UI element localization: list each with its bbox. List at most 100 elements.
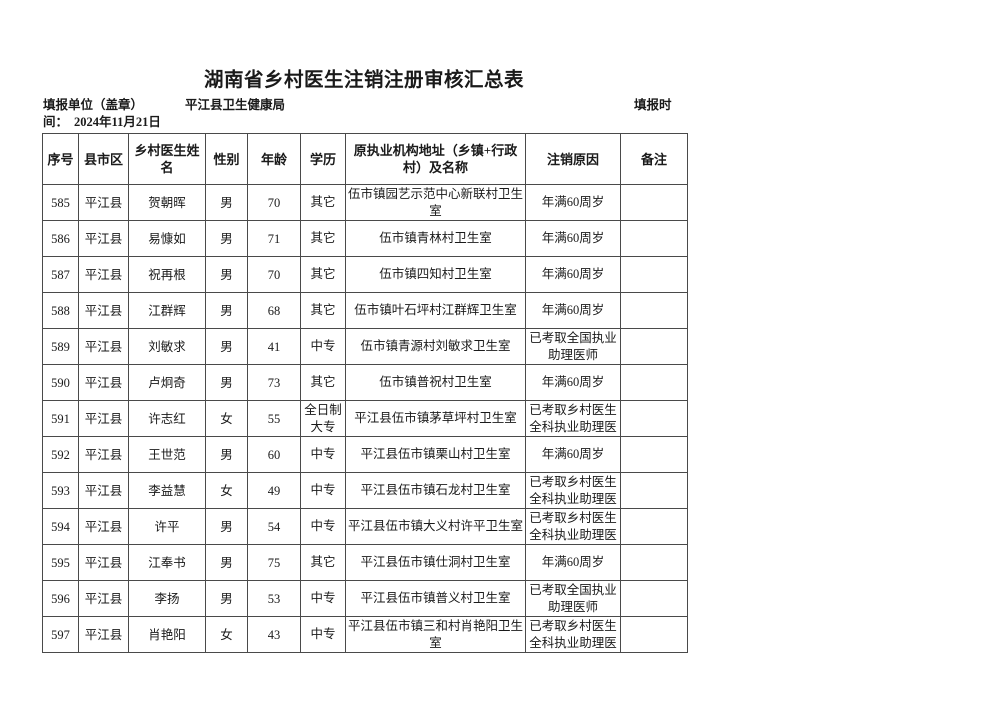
cell-age: 70 [247, 184, 301, 221]
cell-text-idx: 597 [51, 627, 70, 642]
cell-name: 许平 [128, 508, 206, 545]
cell-age: 49 [247, 472, 301, 509]
cell-text-sex: 男 [220, 447, 233, 462]
cell-text-sex: 男 [220, 519, 233, 534]
cell-text-addr: 平江县伍市镇普义村卫生室 [360, 591, 511, 606]
page-title: 湖南省乡村医生注销注册审核汇总表 [203, 70, 524, 91]
table-row: 590 平江县 卢炯奇 男 73 其它 伍市镇普祝村卫生室 年满60周岁 [42, 364, 688, 401]
report-meta: 填报单位（盖章） 平江县卫生健康局 填报时 间： 2024年11月21日 [43, 97, 688, 131]
cell-text-rsn: 已考取乡村医生全科执业助理医师 [529, 475, 617, 506]
cell-text-name: 许平 [154, 519, 180, 534]
cell-text-idx: 586 [51, 231, 70, 246]
cell-rsn: 年满60周岁 [525, 544, 621, 581]
cell-text-sex: 男 [220, 375, 233, 390]
cell-area: 平江县 [78, 472, 129, 509]
cell-sex: 男 [205, 508, 248, 545]
cell-sex: 男 [205, 256, 248, 293]
cell-text-area: 平江县 [84, 231, 123, 246]
cell-text-idx: 594 [51, 519, 70, 534]
cell-name: 易慷如 [128, 220, 206, 257]
cell-sex: 男 [205, 292, 248, 329]
cell-text-rsn: 已考取全国执业助理医师 [529, 583, 617, 614]
cell-text-idx: 588 [51, 303, 70, 318]
cell-text-area: 平江县 [84, 555, 123, 570]
cell-text-age: 75 [267, 555, 281, 570]
cell-age: 70 [247, 256, 301, 293]
cell-area: 平江县 [78, 436, 129, 473]
cell-text-sex: 女 [220, 627, 233, 642]
cell-name: 李扬 [128, 580, 206, 617]
cell-addr: 平江县伍市镇三和村肖艳阳卫生室 [345, 616, 526, 653]
cell-text-area: 平江县 [84, 519, 123, 534]
cell-text-edu: 其它 [310, 231, 336, 246]
cell-age: 71 [247, 220, 301, 257]
cell-age: 55 [247, 400, 301, 437]
cell-text-name: 易慷如 [148, 231, 186, 246]
column-header-note: 备注 [620, 133, 688, 185]
cell-text-rsn: 年满60周岁 [541, 375, 605, 390]
cell-text-age: 43 [267, 627, 281, 642]
cell-age: 60 [247, 436, 301, 473]
cell-idx: 586 [42, 220, 79, 257]
cell-name: 卢炯奇 [128, 364, 206, 401]
cell-text-edu: 中专 [310, 483, 336, 498]
cell-edu: 中专 [300, 616, 346, 653]
cell-rsn: 年满60周岁 [525, 436, 621, 473]
cell-edu: 其它 [300, 256, 346, 293]
cell-text-sex: 男 [220, 339, 233, 354]
cell-addr: 伍市镇叶石坪村江群辉卫生室 [345, 292, 526, 329]
cell-edu: 其它 [300, 184, 346, 221]
column-header-education: 学历 [300, 133, 346, 185]
cell-rsn: 已考取全国执业助理医师 [525, 580, 621, 617]
cell-name: 祝再根 [128, 256, 206, 293]
cell-text-age: 70 [267, 195, 281, 210]
summary-table: 序号 县市区 乡村医生姓名 性别 年龄 学历 原执业机构地址（乡镇+行政村）及名… [42, 133, 688, 653]
summary-table-wrapper: 序号 县市区 乡村医生姓名 性别 年龄 学历 原执业机构地址（乡镇+行政村）及名… [42, 133, 688, 653]
cell-idx: 590 [42, 364, 79, 401]
cell-area: 平江县 [78, 364, 129, 401]
cell-text-sex: 女 [220, 411, 233, 426]
column-header-reason: 注销原因 [525, 133, 621, 185]
cell-area: 平江县 [78, 580, 129, 617]
cell-text-edu: 中专 [310, 519, 336, 534]
cell-age: 75 [247, 544, 301, 581]
cell-note [620, 472, 688, 509]
cell-note [620, 616, 688, 653]
cell-text-age: 49 [267, 483, 281, 498]
cell-edu: 中专 [300, 508, 346, 545]
cell-addr: 平江县伍市镇石龙村卫生室 [345, 472, 526, 509]
cell-text-age: 71 [267, 231, 281, 246]
cell-text-edu: 其它 [310, 375, 336, 390]
cell-area: 平江县 [78, 292, 129, 329]
cell-note [620, 292, 688, 329]
cell-edu: 其它 [300, 364, 346, 401]
cell-text-area: 平江县 [84, 591, 123, 606]
cell-sex: 男 [205, 436, 248, 473]
cell-rsn: 年满60周岁 [525, 256, 621, 293]
cell-name: 贺朝晖 [128, 184, 206, 221]
cell-note [620, 400, 688, 437]
cell-text-name: 刘敏求 [148, 339, 186, 354]
cell-text-age: 54 [267, 519, 281, 534]
cell-text-edu: 全日制大专 [304, 403, 342, 434]
table-row: 591 平江县 许志红 女 55 全日制大专 平江县伍市镇茅草坪村卫生室 已考取乡村医生全科执… [42, 400, 688, 437]
cell-text-idx: 587 [51, 267, 70, 282]
report-time-value: 2024年11月21日 [74, 115, 161, 129]
cell-area: 平江县 [78, 616, 129, 653]
cell-text-rsn: 年满60周岁 [541, 231, 605, 246]
report-unit-value: 平江县卫生健康局 [185, 98, 286, 112]
cell-text-addr: 伍市镇四知村卫生室 [379, 267, 492, 282]
cell-text-age: 70 [267, 267, 281, 282]
cell-text-name: 李益慧 [148, 483, 186, 498]
cell-note [620, 220, 688, 257]
table-row: 594 平江县 许平 男 54 中专 平江县伍市镇大义村许平卫生室 已考取乡村医生全科执业助理… [42, 508, 688, 545]
cell-edu: 中专 [300, 472, 346, 509]
cell-area: 平江县 [78, 508, 129, 545]
cell-text-rsn: 已考取乡村医生全科执业助理医师 [529, 619, 617, 650]
cell-text-edu: 其它 [310, 555, 336, 570]
cell-rsn: 已考取乡村医生全科执业助理医师 [525, 472, 621, 509]
cell-text-area: 平江县 [84, 447, 123, 462]
cell-idx: 587 [42, 256, 79, 293]
column-header-index: 序号 [42, 133, 79, 185]
